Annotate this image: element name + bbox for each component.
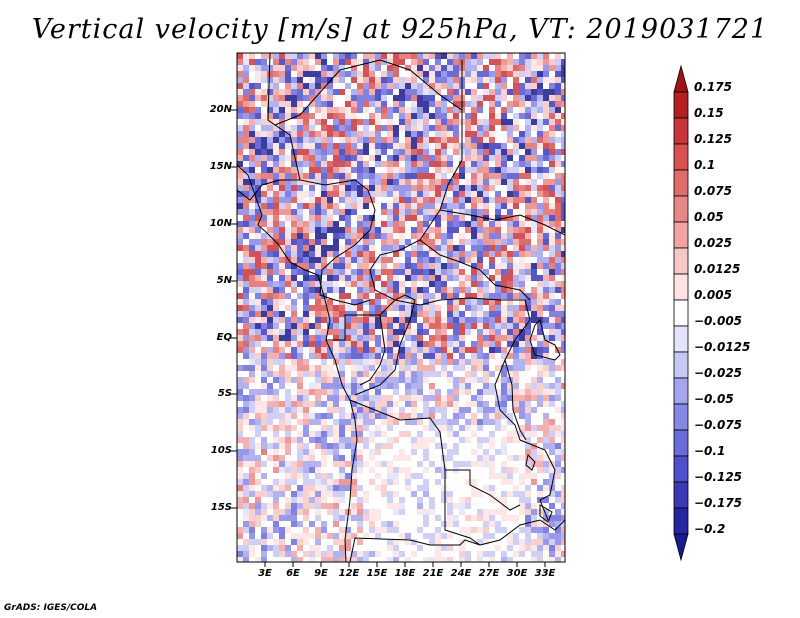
colorbar-label: 0.125 — [694, 132, 732, 146]
border-line — [319, 229, 371, 306]
border-line — [519, 439, 556, 521]
lon-label: 18E — [394, 568, 416, 579]
colorbar-label: −0.0125 — [694, 340, 751, 354]
colorbar-label: −0.175 — [694, 496, 743, 510]
colorbar-segment — [673, 91, 689, 119]
lat-label: 5N — [216, 275, 232, 286]
colorbar-segment — [673, 273, 689, 301]
colorbar-segment — [673, 117, 689, 145]
lon-label: 6E — [286, 568, 300, 579]
colorbar-segment — [673, 247, 689, 275]
lake-outline — [525, 453, 536, 471]
lat-label: EQ — [216, 332, 232, 343]
colorbar-label: −0.1 — [694, 444, 726, 458]
colorbar-label: 0.0125 — [694, 262, 741, 276]
lon-label: 3E — [258, 568, 272, 579]
lon-tick-marks — [264, 562, 546, 567]
border-line — [479, 519, 565, 546]
border-line — [274, 124, 376, 231]
border-line — [237, 179, 300, 201]
colorbar-segment — [673, 221, 689, 249]
lon-label: 33E — [534, 568, 556, 579]
lon-label: 27E — [478, 568, 500, 579]
map-title: Vertical velocity [m/s] at 925hPa, VT: 2… — [31, 14, 769, 45]
country-borders — [237, 53, 565, 562]
colorbar-segment — [673, 429, 689, 457]
lat-label: 10N — [209, 218, 232, 229]
colorbar-label: −0.005 — [694, 314, 743, 328]
colorbar-segment — [673, 351, 689, 379]
border-line — [349, 470, 481, 562]
border-line — [369, 110, 463, 306]
credit-text: GrADS: IGES/COLA — [4, 603, 98, 613]
lat-label: 5S — [217, 388, 232, 399]
lake-outline — [539, 504, 553, 523]
colorbar-segment — [673, 455, 689, 483]
colorbar-segment — [673, 143, 689, 171]
colorbar-segment — [673, 169, 689, 197]
lon-label: 30E — [506, 568, 528, 579]
lon-label: 21E — [422, 568, 444, 579]
plot-frame — [236, 52, 566, 563]
lat-label: 20N — [209, 104, 232, 115]
colorbar-label: 0.15 — [694, 106, 724, 120]
colorbar-label: 0.075 — [694, 184, 732, 198]
colorbar-segment — [673, 533, 689, 562]
colorbar-segment — [673, 481, 689, 509]
colorbar-segment — [673, 325, 689, 353]
colorbar-label: 0.005 — [694, 288, 732, 302]
colorbar-label: −0.125 — [694, 470, 743, 484]
border-line — [419, 297, 531, 441]
lat-tick-marks — [231, 109, 237, 509]
colorbar-label: 0.05 — [694, 210, 724, 224]
velocity-field — [237, 53, 565, 562]
lat-label: 15S — [210, 502, 232, 513]
lake-outline — [504, 359, 527, 441]
colorbar-label: 0.1 — [694, 158, 716, 172]
border-line — [326, 314, 386, 386]
colorbar-segment — [673, 64, 689, 93]
lon-label: 24E — [450, 568, 472, 579]
lat-label: 15N — [209, 161, 232, 172]
lake-outline — [529, 319, 561, 361]
colorbar-segment — [673, 377, 689, 405]
border-line — [267, 53, 463, 126]
colorbar-label: −0.05 — [694, 392, 734, 406]
border-line — [439, 209, 565, 236]
colorbar-segment — [673, 403, 689, 431]
colorbar-label: −0.075 — [694, 418, 743, 432]
border-line — [419, 239, 531, 301]
border-line — [354, 294, 416, 396]
colorbar-label: −0.025 — [694, 366, 743, 380]
colorbar-label: −0.2 — [694, 522, 726, 536]
colorbar — [673, 64, 689, 562]
lon-label: 12E — [338, 568, 360, 579]
lon-label: 9E — [314, 568, 328, 579]
colorbar-segment — [673, 507, 689, 535]
coastline — [237, 164, 358, 562]
colorbar-label: 0.025 — [694, 236, 732, 250]
colorbar-segment — [673, 299, 689, 327]
lat-label: 10S — [210, 445, 232, 456]
colorbar-label: 0.175 — [694, 80, 732, 94]
lon-label: 15E — [366, 568, 388, 579]
colorbar-segment — [673, 195, 689, 223]
